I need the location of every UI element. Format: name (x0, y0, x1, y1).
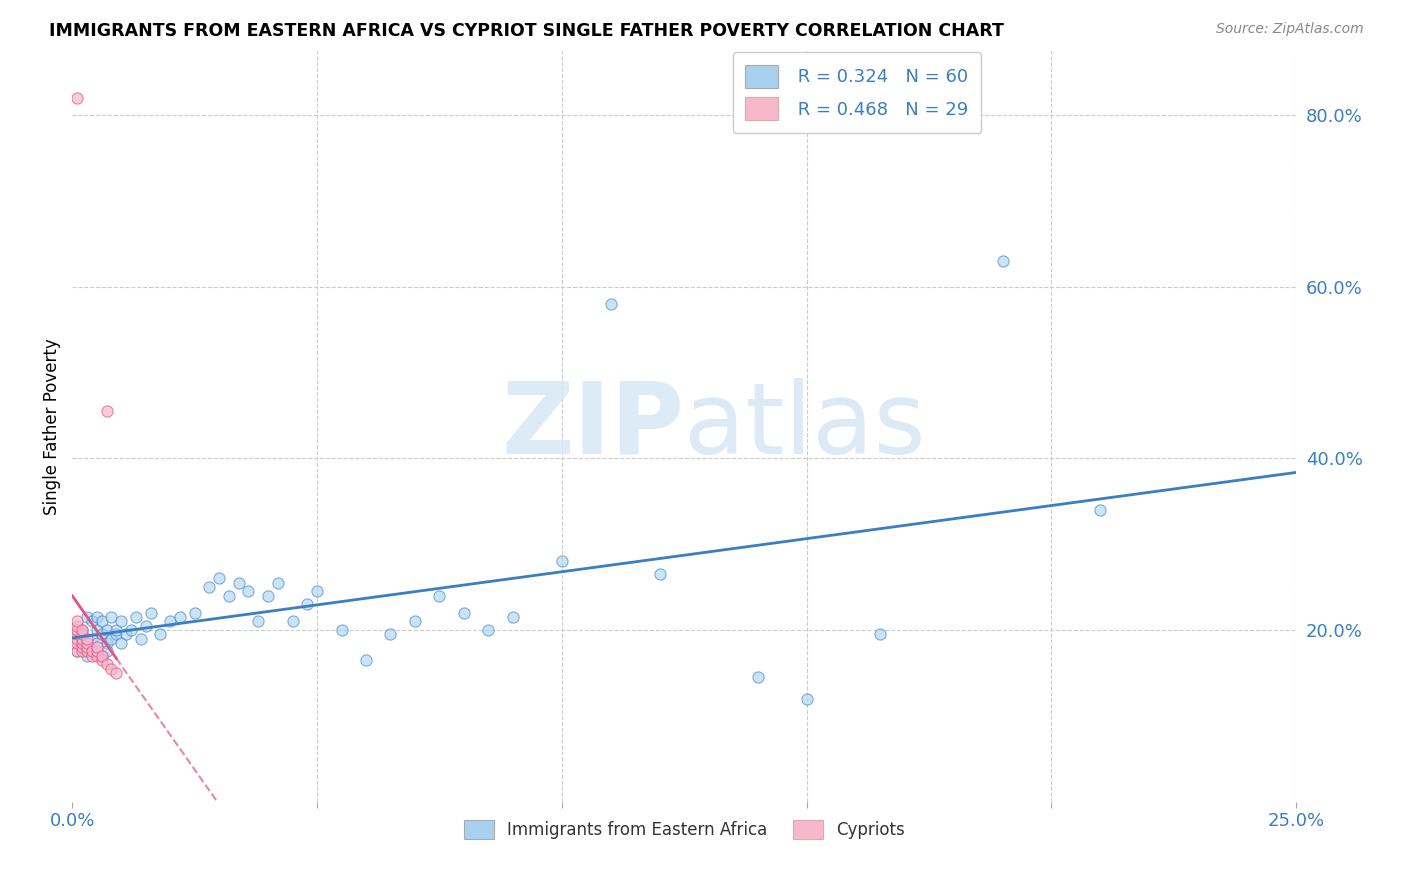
Point (115, 627, 138, 641)
Point (66, 623, 89, 637)
Point (648, 567, 671, 582)
Text: atlas: atlas (685, 377, 927, 475)
Point (86, 644, 108, 658)
Point (149, 627, 172, 641)
Point (96, 623, 118, 637)
Point (70, 640, 93, 654)
Point (429, 589, 451, 603)
Point (551, 554, 574, 568)
Point (281, 615, 304, 629)
Point (404, 615, 426, 629)
Point (380, 627, 402, 641)
Point (86, 610, 108, 624)
Point (1090, 503, 1112, 517)
Text: Source: ZipAtlas.com: Source: ZipAtlas.com (1216, 22, 1364, 37)
Point (76, 644, 98, 658)
Point (105, 623, 128, 637)
Point (70, 623, 93, 637)
Point (100, 662, 122, 676)
Point (80, 648, 103, 663)
Point (70, 636, 93, 650)
Point (86, 648, 108, 663)
Point (66, 91, 89, 105)
Point (183, 606, 205, 620)
Point (599, 297, 621, 311)
Point (198, 580, 221, 594)
Point (90, 627, 112, 641)
Point (90, 648, 112, 663)
Point (80, 644, 103, 658)
Point (139, 606, 162, 620)
Point (80, 632, 103, 646)
Point (453, 606, 475, 620)
Point (105, 665, 128, 680)
Point (869, 627, 891, 641)
Point (297, 597, 319, 611)
Legend: Immigrants from Eastern Africa, Cypriots: Immigrants from Eastern Africa, Cypriots (457, 814, 911, 846)
Point (159, 615, 181, 629)
Point (66, 627, 89, 641)
Point (120, 623, 142, 637)
Point (267, 575, 290, 590)
Point (305, 584, 328, 599)
Point (96, 644, 118, 658)
Point (208, 571, 231, 585)
Point (502, 610, 524, 624)
Point (86, 636, 108, 650)
Point (66, 636, 89, 650)
Point (125, 610, 148, 624)
Point (70, 627, 93, 641)
Point (70, 623, 93, 637)
Point (96, 404, 118, 418)
Point (169, 610, 191, 624)
Point (110, 615, 132, 629)
Point (257, 589, 280, 603)
Point (80, 644, 103, 658)
Point (110, 636, 132, 650)
Point (70, 644, 93, 658)
Point (86, 640, 108, 654)
Point (96, 657, 118, 672)
Point (80, 615, 103, 629)
Point (96, 636, 118, 650)
Point (477, 623, 499, 637)
Point (70, 636, 93, 650)
Point (90, 648, 112, 663)
Point (135, 618, 157, 632)
Point (66, 618, 89, 632)
Point (100, 610, 122, 624)
Point (100, 632, 122, 646)
Point (90, 615, 112, 629)
Text: IMMIGRANTS FROM EASTERN AFRICA VS CYPRIOT SINGLE FATHER POVERTY CORRELATION CHAR: IMMIGRANTS FROM EASTERN AFRICA VS CYPRIO… (49, 22, 1004, 40)
Point (76, 610, 98, 624)
Point (76, 636, 98, 650)
Point (747, 670, 769, 684)
Point (247, 615, 270, 629)
Point (66, 644, 89, 658)
Point (991, 254, 1014, 268)
Point (76, 632, 98, 646)
Point (218, 589, 240, 603)
Point (129, 632, 152, 646)
Point (66, 615, 89, 629)
Point (228, 575, 250, 590)
Point (86, 623, 108, 637)
Point (330, 623, 353, 637)
Point (76, 648, 98, 663)
Point (105, 627, 128, 641)
Point (76, 640, 98, 654)
Point (66, 632, 89, 646)
Point (66, 644, 89, 658)
Point (90, 653, 112, 667)
Point (238, 584, 260, 599)
Point (354, 653, 377, 667)
Point (796, 691, 818, 706)
Y-axis label: Single Father Poverty: Single Father Poverty (44, 338, 60, 515)
Text: ZIP: ZIP (502, 377, 685, 475)
Point (70, 632, 93, 646)
